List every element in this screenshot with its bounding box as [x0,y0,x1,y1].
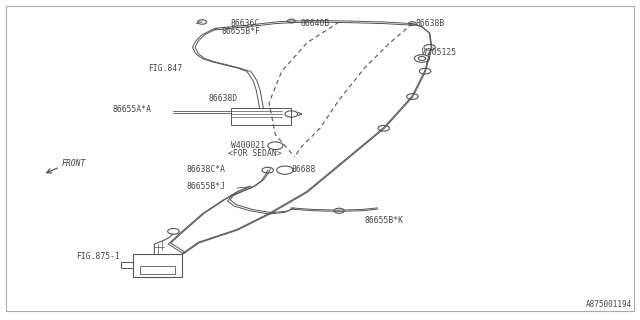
Text: 86640B: 86640B [301,19,330,28]
Text: 86655A*A: 86655A*A [113,105,152,114]
Text: 86636C: 86636C [231,19,260,28]
Text: 86655B*J: 86655B*J [186,182,225,191]
Text: FIG.847: FIG.847 [148,63,182,73]
Bar [133,253,182,277]
Bar [231,108,291,125]
Text: FRONT: FRONT [62,159,86,168]
Text: 86638B: 86638B [415,19,445,28]
Bar [140,266,175,274]
Text: 86638D: 86638D [209,94,237,103]
Text: 86655B*K: 86655B*K [365,216,404,225]
Text: 86688: 86688 [291,165,316,174]
Text: <FOR SEDAN>: <FOR SEDAN> [228,149,281,158]
Text: 86655B*F: 86655B*F [221,27,260,36]
Text: A875001194: A875001194 [586,300,632,309]
Text: 86638C*A: 86638C*A [186,165,225,174]
Text: W400021: W400021 [231,141,265,150]
Text: FIG.875-1: FIG.875-1 [77,252,120,261]
Text: W205125: W205125 [422,48,456,57]
